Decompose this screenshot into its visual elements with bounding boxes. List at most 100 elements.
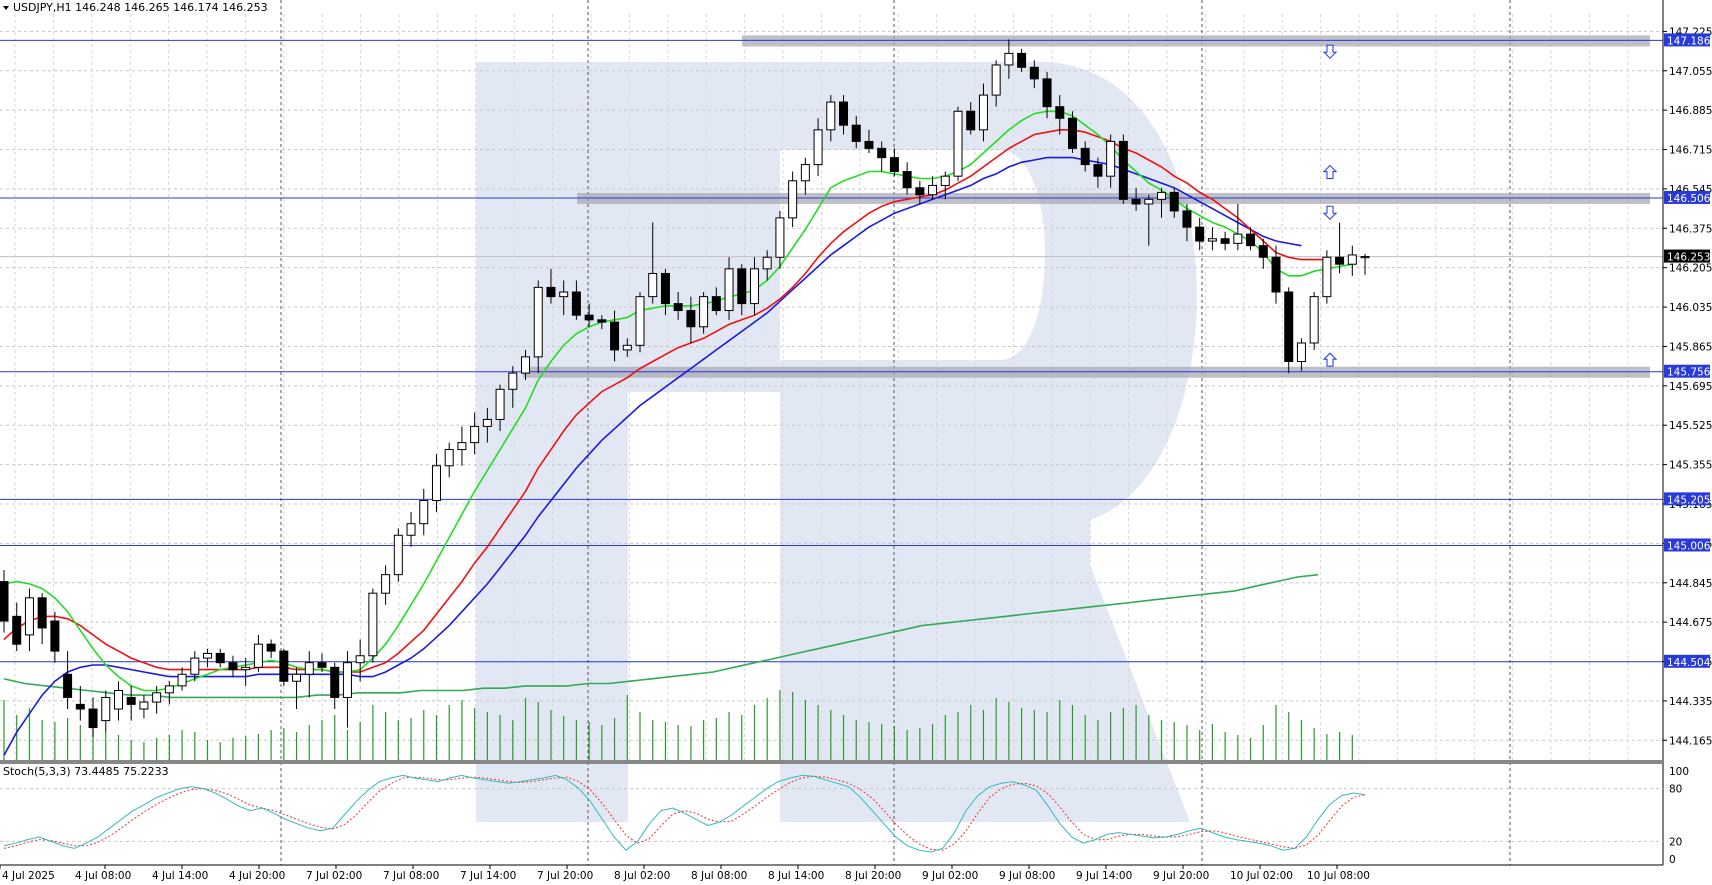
candle-bull — [101, 696, 111, 722]
candle-bull — [355, 655, 365, 664]
candle-bear — [63, 673, 73, 698]
level-label-bg — [1664, 33, 1710, 47]
level-label: 145.205 — [1667, 494, 1710, 506]
time-tick-label: 9 Jul 14:00 — [1076, 870, 1132, 882]
subwindow-separator[interactable] — [0, 760, 1663, 764]
price-tick-label: 145.355 — [1669, 460, 1712, 472]
candle-bull — [113, 689, 123, 710]
candle-bear — [1029, 66, 1039, 80]
time-tick-label: 4 Jul 20:00 — [229, 870, 285, 882]
candle-bear — [50, 620, 60, 652]
candle-bull — [190, 657, 200, 675]
candle-bear — [851, 124, 861, 142]
candle-bear — [1118, 140, 1128, 200]
candle-bull — [292, 673, 302, 682]
time-tick-label: 8 Jul 14:00 — [768, 870, 824, 882]
candle-bull — [152, 692, 162, 703]
level-label: 144.504 — [1667, 657, 1711, 669]
time-tick-label: 8 Jul 20:00 — [845, 870, 901, 882]
candle-bear — [660, 272, 670, 305]
candle-bull — [622, 344, 632, 351]
candle-bull — [457, 442, 467, 451]
candle-bear — [864, 140, 874, 149]
candle-bear — [877, 147, 887, 159]
candle-bear — [610, 321, 620, 351]
candle-bear — [1042, 78, 1052, 108]
price-tick-label: 144.675 — [1669, 617, 1712, 629]
price-tick-label: 146.885 — [1669, 105, 1712, 117]
candle-bull — [508, 372, 518, 390]
time-tick-label: 4 Jul 14:00 — [152, 870, 208, 882]
stoch-level-label: 20 — [1669, 836, 1682, 848]
stoch-level-label: 80 — [1669, 784, 1682, 796]
candle-bull — [368, 592, 378, 657]
level-label: 145.006 — [1667, 540, 1711, 552]
candle-bull — [978, 94, 988, 131]
candle-bear — [571, 291, 581, 316]
candle-bull — [342, 662, 352, 698]
candle-bull — [1157, 191, 1167, 200]
level-label-bg — [1664, 190, 1710, 204]
dropdown-arrow-icon[interactable] — [3, 6, 9, 10]
candle-bull — [788, 180, 798, 219]
candle-bull — [419, 500, 429, 525]
level-label: 147.186 — [1667, 35, 1711, 47]
ma-long-line — [3, 573, 1319, 699]
candle-bull — [1004, 52, 1014, 66]
chart-title: USDJPY,H1 146.248 146.265 146.174 146.25… — [13, 1, 268, 14]
candle-bear — [1067, 117, 1077, 149]
candle-bear — [686, 310, 696, 328]
candle-bull — [648, 272, 658, 298]
candle-bull — [1347, 254, 1357, 265]
level-label: 145.756 — [1667, 367, 1711, 379]
time-tick-label: 9 Jul 02:00 — [922, 870, 978, 882]
candle-bear — [215, 652, 225, 664]
time-tick-label: 7 Jul 08:00 — [383, 870, 439, 882]
candle-bear — [317, 662, 327, 668]
candle-bear — [279, 650, 289, 682]
candle-bear — [75, 703, 85, 710]
candle-bull — [699, 296, 709, 328]
candle-bear — [228, 662, 238, 671]
level-label-bg — [1664, 654, 1710, 668]
candle-bear — [1131, 198, 1141, 205]
arrow-down-icon — [1322, 205, 1338, 221]
candle-bull — [991, 64, 1001, 96]
candle-bull — [1309, 296, 1319, 344]
candle-bear — [1220, 238, 1230, 244]
candle-bull — [444, 449, 454, 467]
candle-bull — [775, 217, 785, 258]
price-tick-label: 145.695 — [1669, 381, 1712, 393]
candle-bear — [1335, 256, 1345, 265]
candle-bull — [164, 685, 174, 694]
time-tick-label: 7 Jul 02:00 — [306, 870, 362, 882]
candle-bull — [203, 652, 213, 659]
candle-bear — [0, 581, 9, 622]
candle-bear — [88, 708, 98, 729]
candle-bull — [431, 465, 441, 502]
candle-bull — [953, 110, 963, 177]
stoch-main-line — [3, 774, 1366, 853]
candle-bull — [1207, 238, 1217, 242]
level-label-bg — [1664, 538, 1710, 552]
candle-bear — [546, 286, 556, 298]
price-tick-label: 144.335 — [1669, 696, 1712, 708]
candle-bear — [902, 171, 912, 189]
price-tick-label: 144.165 — [1669, 735, 1712, 747]
candle-bull — [139, 701, 149, 710]
candle-bull — [406, 523, 416, 536]
price-tick-label: 144.845 — [1669, 578, 1712, 590]
candle-bear — [597, 319, 607, 323]
candle-bull — [521, 356, 531, 374]
candle-bull — [724, 268, 734, 312]
candle-bear — [1284, 291, 1294, 363]
candle-bear — [889, 157, 899, 173]
candle-bear — [1169, 191, 1179, 212]
price-tick-label: 145.865 — [1669, 341, 1712, 353]
arrow-up-icon — [1322, 164, 1338, 180]
price-tick-label: 146.375 — [1669, 223, 1712, 235]
candle-bear — [1246, 233, 1256, 247]
current-price-label-bg — [1664, 249, 1710, 263]
time-tick-label: 10 Jul 02:00 — [1230, 870, 1293, 882]
